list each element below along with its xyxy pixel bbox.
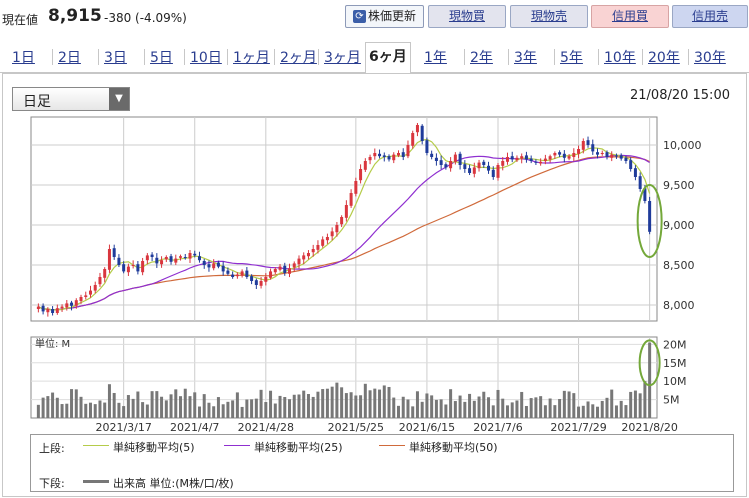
tab-5[interactable]: 10日	[190, 50, 222, 66]
period-tabs: 1日 2日 3日 5日 10日 1ヶ月 2ヶ月 3ヶ月 6ヶ月 1年 2年 3年 5年 10年 20年 30年	[0, 42, 749, 74]
tab-separator	[318, 49, 319, 65]
tab-separator	[184, 49, 185, 65]
legend-sma50: 単純移動平均(50)	[409, 441, 498, 454]
legend-sma25-swatch	[224, 445, 250, 446]
tab-separator	[688, 49, 689, 65]
tab-separator	[98, 49, 99, 65]
tab-separator	[642, 49, 643, 65]
genbutsu-buy-button[interactable]: 現物買	[428, 5, 506, 28]
tab-separator	[144, 49, 145, 65]
update-price-button[interactable]: ⟳ 株価更新	[345, 5, 424, 28]
chart-legend: 上段: 単純移動平均(5) 単純移動平均(25) 単純移動平均(50) 下段: …	[30, 434, 734, 492]
legend-volume: 出来高 単位:(M株/口/枚)	[113, 477, 234, 490]
tab-10[interactable]: 1年	[424, 50, 447, 66]
price-header: 現在値 8,915 -380 (-4.09%) ⟳ 株価更新 現物買 現物売 信用…	[0, 0, 749, 36]
period-select-value: 日足	[23, 94, 51, 110]
legend-sma50-swatch	[379, 445, 405, 446]
tab-separator	[274, 49, 275, 65]
tab-4[interactable]: 5日	[150, 50, 173, 66]
tab-9[interactable]: 6ヶ月	[365, 42, 411, 74]
tab-14[interactable]: 10年	[604, 50, 636, 66]
genbutsu-sell-button[interactable]: 現物売	[510, 5, 588, 28]
tab-15[interactable]: 20年	[648, 50, 680, 66]
tab-16[interactable]: 30年	[694, 50, 726, 66]
tab-13[interactable]: 5年	[560, 50, 583, 66]
tab-separator	[598, 49, 599, 65]
tab-separator	[227, 49, 228, 65]
tab-7[interactable]: 2ヶ月	[280, 50, 317, 66]
tab-1[interactable]: 1日	[12, 50, 35, 66]
tab-12[interactable]: 3年	[514, 50, 537, 66]
legend-volume-swatch	[83, 480, 109, 483]
tab-6[interactable]: 1ヶ月	[233, 50, 270, 66]
tab-separator	[52, 49, 53, 65]
tab-2[interactable]: 2日	[58, 50, 81, 66]
legend-lower-label: 下段:	[39, 477, 65, 490]
chevron-down-icon: ▼	[109, 88, 129, 110]
tab-3[interactable]: 3日	[104, 50, 127, 66]
price-change: -380 (-4.09%)	[104, 11, 187, 25]
tab-separator	[464, 49, 465, 65]
legend-sma5-swatch	[83, 445, 109, 446]
legend-upper-label: 上段:	[39, 442, 65, 455]
legend-sma5: 単純移動平均(5)	[113, 441, 195, 454]
price-label: 現在値	[2, 13, 39, 27]
tab-separator	[508, 49, 509, 65]
update-label: 株価更新	[367, 9, 416, 23]
tab-11[interactable]: 2年	[470, 50, 493, 66]
shinyo-sell-button[interactable]: 信用売	[672, 5, 748, 28]
shinyo-buy-button[interactable]: 信用買	[591, 5, 669, 28]
chart-panel	[2, 73, 747, 497]
legend-sma25: 単純移動平均(25)	[254, 441, 343, 454]
current-price: 8,915	[48, 6, 102, 26]
refresh-icon: ⟳	[352, 10, 366, 23]
period-select[interactable]: 日足 ▼	[12, 87, 130, 111]
tab-separator	[554, 49, 555, 65]
chart-datetime: 21/08/20 15:00	[630, 88, 730, 103]
tab-8[interactable]: 3ヶ月	[324, 50, 361, 66]
